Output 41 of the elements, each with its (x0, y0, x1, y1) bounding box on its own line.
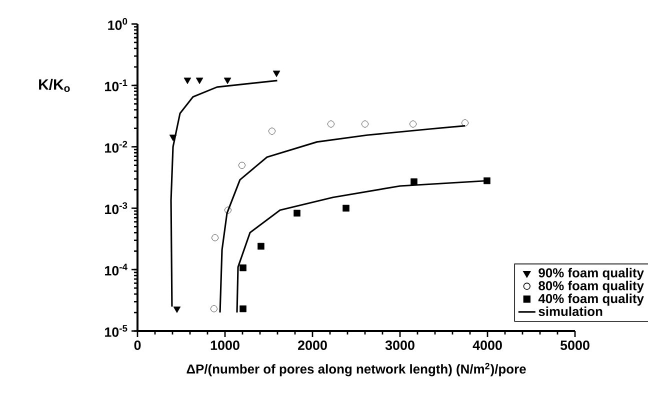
x-tick-label: 1000 (210, 340, 240, 350)
x-axis-title: ΔP/(number of pores along network length) (N/m$^{2}$)/pore (186, 362, 526, 376)
legend-label: 90% foam quality (538, 268, 644, 280)
point (328, 120, 334, 128)
y-tick-label: 10$^{-4}$ (105, 264, 128, 276)
legend-label: 80% foam quality (538, 280, 644, 293)
y-tick-label: 10$^{-1}$ (105, 79, 128, 92)
x-tick-label: 0 (134, 340, 141, 350)
point (196, 78, 204, 84)
point (462, 120, 468, 126)
point (294, 210, 300, 217)
x-tick-label: 4000 (472, 340, 502, 350)
point (272, 70, 280, 78)
point (238, 162, 246, 169)
point (210, 305, 218, 312)
legend-label: simulation (538, 306, 602, 316)
x-tick-label: 5000 (560, 340, 590, 350)
x-tick-label: 3000 (385, 340, 414, 350)
point (224, 206, 232, 214)
point (224, 78, 232, 84)
point (173, 306, 181, 313)
y-tick-label: 10$^{-2}$ (105, 140, 128, 153)
point (184, 78, 192, 84)
point (169, 134, 177, 142)
y-tick-label: 10$^{-3}$ (105, 202, 128, 214)
point (240, 264, 246, 272)
y-axis-title: K/K$_{o}$ (39, 78, 70, 92)
point (240, 305, 246, 312)
x-tick-label: 2000 (298, 340, 327, 350)
point (410, 120, 416, 128)
y-tick-label: 10$^{0}$ (108, 18, 128, 30)
legend-label: 40% foam quality (538, 294, 644, 306)
point (484, 177, 490, 184)
line-series (170, 80, 278, 308)
point (410, 178, 418, 186)
point (362, 120, 368, 128)
point (342, 204, 350, 212)
point (212, 234, 218, 242)
y-tick-label: 10$^{-5}$ (105, 325, 128, 337)
point (268, 128, 276, 135)
point (258, 242, 264, 250)
